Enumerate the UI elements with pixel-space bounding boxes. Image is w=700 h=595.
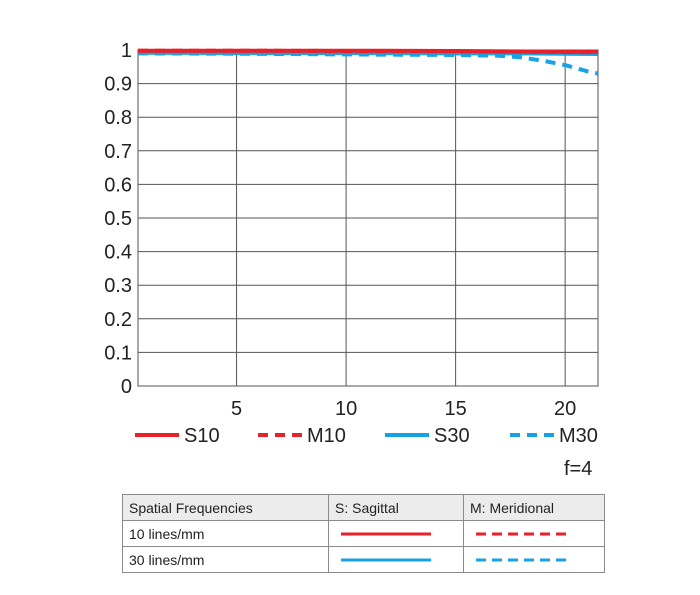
y-tick-label: 0.2 [104,309,132,331]
mtf-chart: 0 0.1 0.2 0.3 0.4 0.5 0.6 0.7 0.8 0.9 1 5 10 15 20 S1… [104,40,599,447]
y-tick-label: 0.3 [104,275,132,297]
x-tick-label: 10 [335,398,357,420]
meridional-10-sample [463,520,605,547]
y-tick-label: 0.9 [104,74,132,96]
x-tick-label: 5 [231,398,242,420]
solid-line-sample [341,558,431,561]
y-tick-label: 0 [121,376,132,398]
row-label-10: 10 lines/mm [122,520,329,547]
y-tick-label: 0.8 [104,107,132,129]
legend-label-s10: S10 [184,425,220,447]
aperture-label: f=4 [564,458,593,480]
y-axis-ticks: 0 0.1 0.2 0.3 0.4 0.5 0.6 0.7 0.8 0.9 1 [104,40,132,398]
x-axis-ticks: 5 10 15 20 [231,398,576,420]
series-line-m30 [137,51,599,76]
series-line-s10 [138,48,598,54]
row-label-30: 30 lines/mm [122,546,329,573]
sagittal-10-sample [328,520,464,547]
x-tick-label: 15 [444,398,466,420]
chart-grid [137,49,599,387]
y-tick-label: 0.1 [104,342,132,364]
table-header-row: Spatial Frequencies S: Sagittal M: Merid… [122,494,605,521]
legend-label-m10: M10 [307,425,346,447]
legend: S10 M10 S30 M30 [135,425,598,447]
header-spatial-frequencies: Spatial Frequencies [122,494,329,521]
solid-line-sample [341,532,431,535]
table-row: 30 lines/mm [122,546,605,573]
dashed-line-sample [476,558,566,561]
sagittal-30-sample [328,546,464,573]
y-tick-label: 0.6 [104,174,132,196]
meridional-30-sample [463,546,605,573]
legend-label-m30: M30 [559,425,598,447]
spatial-frequency-table: Spatial Frequencies S: Sagittal M: Merid… [122,494,605,573]
header-meridional: M: Meridional [463,494,605,521]
series-lines [137,48,599,76]
y-tick-label: 0.5 [104,208,132,230]
dashed-line-sample [476,532,566,535]
x-tick-label: 20 [554,398,576,420]
legend-label-s30: S30 [434,425,470,447]
y-tick-label: 1 [121,40,132,62]
y-tick-label: 0.4 [104,242,132,264]
table-row: 10 lines/mm [122,520,605,547]
header-sagittal: S: Sagittal [328,494,464,521]
y-tick-label: 0.7 [104,141,132,163]
